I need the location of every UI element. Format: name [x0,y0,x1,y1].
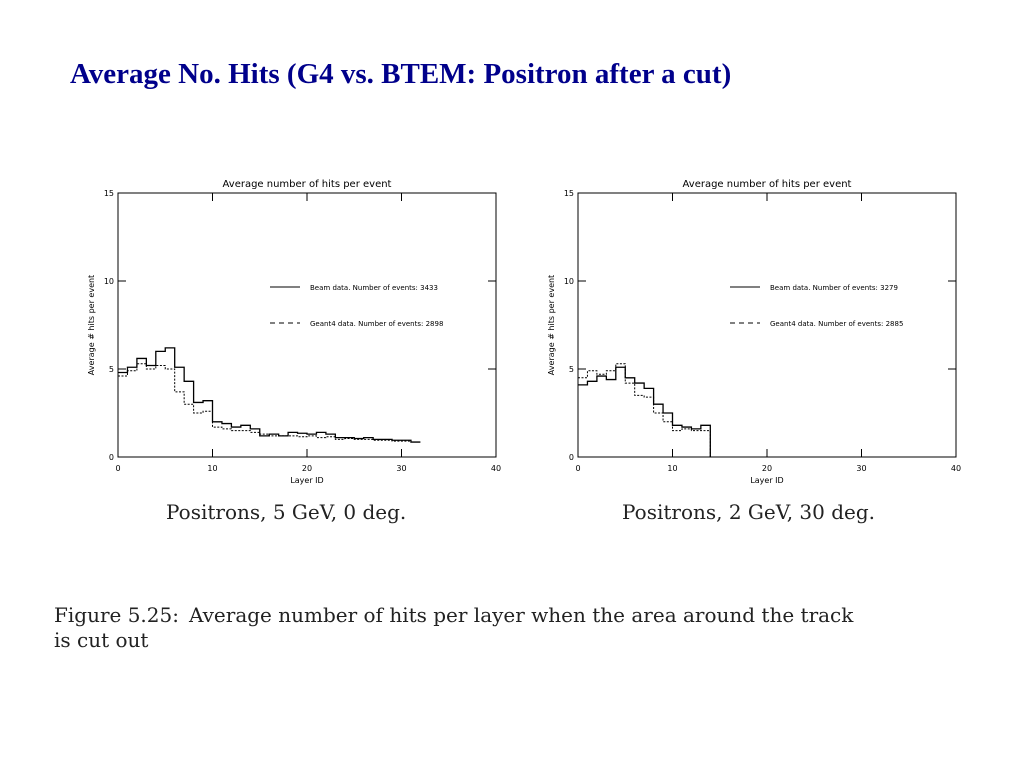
figure-caption-label: Figure 5.25: [54,603,179,627]
chart-caption-right: Positrons, 2 GeV, 30 deg. [622,500,876,524]
x-axis-label: Layer ID [750,476,783,485]
series-solid-line [578,366,711,457]
y-tick-label: 5 [109,365,114,374]
x-tick-label: 10 [667,464,677,473]
chart-5gev-0deg: Average number of hits per event 0 10 20 30 4… [87,179,501,485]
x-tick-label: 10 [207,464,217,473]
y-tick-label: 15 [564,189,574,198]
legend-label: Beam data. Number of events: 3433 [310,284,438,292]
chart-caption-left: Positrons, 5 GeV, 0 deg. [166,500,407,524]
x-tick-label: 20 [302,464,312,473]
y-tick-label: 10 [564,277,574,286]
y-tick-label: 15 [104,189,114,198]
slide-title: Average No. Hits (G4 vs. BTEM: Positron … [70,58,732,90]
chart-title: Average number of hits per event [223,179,392,190]
y-tick-label: 0 [569,453,574,462]
legend-label: Beam data. Number of events: 3279 [770,284,898,292]
y-tick-label: 10 [104,277,114,286]
y-tick-label: 0 [109,453,114,462]
series-solid-line [118,347,421,443]
y-axis-label: Average # hits per event [87,275,96,375]
series-dashed-line [118,363,421,443]
chart-title: Average number of hits per event [683,179,852,190]
x-tick-label: 40 [491,464,501,473]
legend-label: Geant4 data. Number of events: 2898 [310,320,443,328]
x-tick-label: 0 [575,464,580,473]
chart-2gev-30deg: Average number of hits per event 0 10 20 30 4… [547,179,961,485]
figure-caption-text: Average number of hits per layer when th… [54,603,854,652]
x-tick-label: 30 [396,464,406,473]
x-tick-label: 40 [951,464,961,473]
figure-caption: Figure 5.25: Average number of hits per l… [54,603,874,653]
series-dashed-line [578,363,711,457]
y-axis-label: Average # hits per event [547,275,556,375]
x-tick-label: 0 [115,464,120,473]
x-axis-label: Layer ID [290,476,323,485]
y-tick-label: 5 [569,365,574,374]
x-tick-label: 30 [856,464,866,473]
x-tick-label: 20 [762,464,772,473]
legend-label: Geant4 data. Number of events: 2885 [770,320,903,328]
